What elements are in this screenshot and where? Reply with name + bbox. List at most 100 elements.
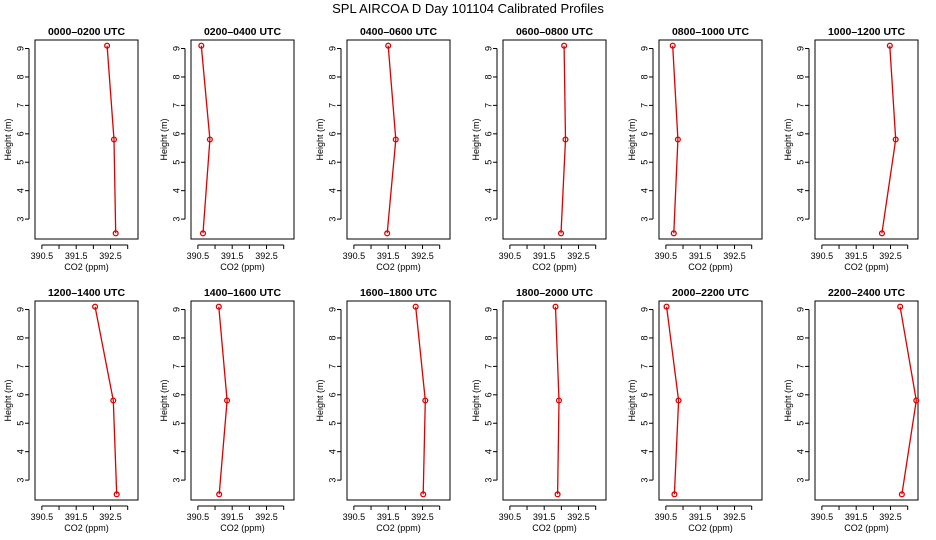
data-point: [674, 136, 681, 143]
y-tick-label: 7: [15, 103, 25, 108]
panel-title: 1800–2000 UTC: [516, 287, 593, 299]
y-tick-label: 8: [171, 74, 181, 79]
data-point: [552, 303, 559, 310]
y-tick-label: 6: [483, 392, 493, 397]
y-tick-label: 6: [171, 131, 181, 136]
data-point: [886, 42, 893, 49]
profile-line: [665, 306, 680, 495]
y-tick-label: 5: [795, 160, 805, 165]
y-tick-label: 4: [327, 188, 337, 193]
plot-frame: [34, 39, 139, 240]
y-axis-label: Height (m): [627, 118, 637, 160]
x-tick-label: 390.5: [187, 512, 210, 522]
y-tick-label: 9: [795, 307, 805, 312]
profile-line: [106, 45, 117, 234]
panel-title: 2200–2400 UTC: [828, 287, 905, 299]
x-axis-label: CO2 (ppm): [844, 523, 889, 533]
data-point: [113, 491, 120, 498]
y-tick-label: 9: [15, 46, 25, 51]
panel-title: 1200–1400 UTC: [48, 287, 125, 299]
y-tick-label: 4: [795, 188, 805, 193]
y-tick-label: 4: [171, 449, 181, 454]
x-tick-label: 391.5: [689, 251, 712, 261]
x-tick-label: 391.5: [377, 512, 400, 522]
profile-line: [881, 45, 897, 234]
x-tick-label: 391.5: [533, 251, 556, 261]
profile-line: [415, 306, 426, 495]
y-tick-label: 5: [171, 421, 181, 426]
y-tick-label: 9: [15, 307, 25, 312]
y-axis-label: Height (m): [3, 379, 13, 421]
panel-title: 1000–1200 UTC: [828, 26, 905, 38]
y-axis-label: Height (m): [471, 118, 481, 160]
x-tick-label: 391.5: [65, 512, 88, 522]
y-tick-label: 6: [15, 131, 25, 136]
y-tick-label: 9: [483, 307, 493, 312]
y-tick-label: 8: [483, 335, 493, 340]
y-tick-label: 8: [795, 74, 805, 79]
data-point: [199, 230, 207, 237]
data-point: [385, 42, 392, 49]
plot-frame: [346, 300, 451, 501]
panel-title: 0800–1000 UTC: [672, 26, 749, 38]
y-tick-label: 3: [327, 217, 337, 222]
profile-line: [218, 306, 228, 495]
x-tick-label: 392.5: [99, 251, 122, 261]
y-axis-label: Height (m): [783, 118, 793, 160]
y-tick-label: 7: [639, 364, 649, 369]
data-point: [110, 397, 117, 404]
profile-line: [560, 45, 567, 234]
y-tick-label: 4: [15, 449, 25, 454]
y-tick-label: 8: [15, 74, 25, 79]
data-point: [412, 303, 419, 310]
y-tick-label: 8: [327, 74, 337, 79]
y-tick-label: 9: [171, 307, 181, 312]
y-tick-label: 7: [327, 103, 337, 108]
y-tick-label: 9: [795, 46, 805, 51]
x-tick-label: 390.5: [343, 512, 366, 522]
y-axis-label: Height (m): [3, 118, 13, 160]
plot-frame: [34, 300, 139, 501]
x-tick-label: 392.5: [255, 251, 278, 261]
data-point: [392, 136, 399, 143]
x-tick-label: 392.5: [99, 512, 122, 522]
x-axis-label: CO2 (ppm): [64, 262, 109, 272]
x-tick-label: 391.5: [533, 512, 556, 522]
data-point: [898, 491, 905, 498]
y-tick-label: 6: [327, 392, 337, 397]
x-tick-label: 392.5: [255, 512, 278, 522]
y-tick-label: 5: [15, 421, 25, 426]
y-tick-label: 3: [171, 217, 181, 222]
x-tick-label: 390.5: [499, 512, 522, 522]
data-point: [555, 397, 563, 404]
y-tick-label: 7: [327, 364, 337, 369]
y-tick-label: 7: [795, 364, 805, 369]
y-axis-label: Height (m): [159, 118, 169, 160]
data-point: [670, 230, 677, 237]
x-tick-label: 390.5: [31, 251, 54, 261]
y-tick-label: 8: [639, 74, 649, 79]
x-axis-label: CO2 (ppm): [220, 262, 265, 272]
data-point: [562, 136, 569, 143]
data-point: [897, 303, 904, 310]
data-point: [216, 491, 223, 498]
plot-frame: [814, 300, 919, 501]
x-tick-label: 391.5: [845, 512, 868, 522]
y-tick-label: 5: [795, 421, 805, 426]
y-tick-label: 8: [795, 335, 805, 340]
x-tick-label: 390.5: [343, 251, 366, 261]
y-tick-label: 3: [171, 478, 181, 483]
x-axis-label: CO2 (ppm): [532, 262, 577, 272]
y-tick-label: 7: [483, 103, 493, 108]
y-tick-label: 9: [639, 307, 649, 312]
panel-title: 1600–1800 UTC: [360, 287, 437, 299]
plot-frame: [190, 300, 295, 501]
data-point: [878, 230, 885, 237]
